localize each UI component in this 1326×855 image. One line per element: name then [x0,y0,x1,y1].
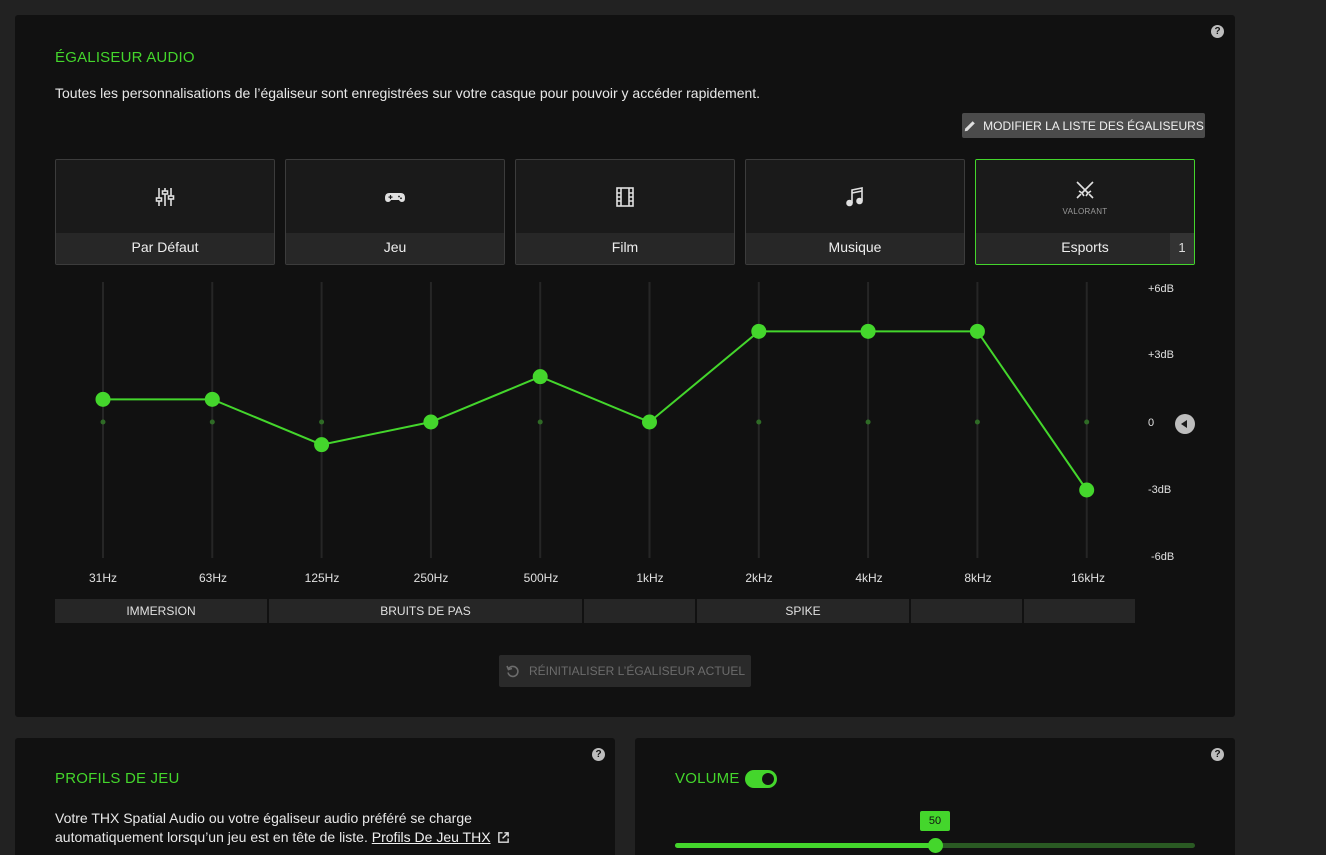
eq-zero-marker [974,419,980,425]
game-profiles-text: Votre THX Spatial Audio ou votre égalise… [55,809,510,847]
external-link-icon[interactable] [497,831,510,844]
preset-label: Esports [976,233,1194,264]
volume-panel [635,738,1235,855]
range-band-immersion: IMMERSION [55,599,267,623]
edit-equalizer-list-label: MODIFIER LA LISTE DES ÉGALISEURS [983,118,1204,133]
frequency-label: 4kHz [855,571,883,585]
equalizer-title: ÉGALISEUR AUDIO [55,49,195,66]
volume-slider[interactable] [675,838,1195,853]
frequency-label: 250Hz [413,571,449,585]
eq-zero-marker [537,419,543,425]
edit-equalizer-list-button[interactable]: MODIFIER LA LISTE DES ÉGALISEURS [962,113,1205,138]
reset-equalizer-button[interactable]: RÉINITIALISER L’ÉGALISEUR ACTUEL [499,655,751,687]
eq-zero-marker [209,419,215,425]
frequency-label: 8kHz [964,571,992,585]
frequency-label: 1kHz [636,571,664,585]
range-band [584,599,695,623]
db-label: -3dB [1148,484,1172,496]
eq-curve [103,330,1088,491]
equalizer-help-icon[interactable]: ? [1211,25,1224,38]
game-profiles-help-icon[interactable]: ? [592,748,605,761]
thx-game-profiles-link[interactable]: Profils De Jeu THX [371,829,491,845]
pencil-icon [964,120,975,131]
preset-sublabel: VALORANT [1062,206,1108,216]
eq-handle-125hz[interactable] [314,437,330,453]
eq-zero-marker [1084,419,1090,425]
crossed-swords-icon [1076,180,1094,199]
preset-film[interactable]: Film [515,159,735,265]
reset-equalizer-label: RÉINITIALISER L’ÉGALISEUR ACTUEL [528,664,746,678]
preset-jeu[interactable]: Jeu [285,159,505,265]
game-profiles-title: PROFILS DE JEU [55,770,180,787]
eq-handle-250hz[interactable] [423,414,439,430]
volume-slider-fill [675,843,935,848]
db-label: +6dB [1148,283,1174,295]
preset-musique[interactable]: Musique [745,159,965,265]
eq-zero-marker [865,419,871,425]
eq-zero-marker [100,419,106,425]
eq-handle-31hz[interactable] [95,391,111,407]
game-profiles-text-line1: Votre THX Spatial Audio ou votre égalise… [55,810,472,826]
eq-zero-marker [756,419,762,425]
eq-handle-4khz[interactable] [860,323,876,339]
volume-toggle[interactable] [745,770,777,788]
eq-handle-1khz[interactable] [642,414,657,430]
volume-slider-thumb[interactable] [928,838,943,853]
preset-label: Jeu [286,233,504,264]
frequency-label: 2kHz [745,571,773,585]
music-note-icon [846,187,863,207]
eq-handle-16khz[interactable] [1079,482,1095,498]
eq-handle-63hz[interactable] [204,391,220,407]
reset-icon [506,665,519,678]
gamepad-icon [385,193,405,202]
preset-par-defaut[interactable]: Par Défaut [55,159,275,265]
db-label: 0 [1148,417,1155,429]
game-profiles-panel [15,738,615,855]
range-band [1024,599,1135,623]
collapse-arrow-icon[interactable] [1175,414,1195,434]
preset-label: Par Défaut [56,233,274,264]
range-band-footsteps: BRUITS DE PAS [269,599,582,623]
sliders-icon [155,188,175,206]
preset-badge: 1 [1170,233,1194,264]
eq-handle-500hz[interactable] [532,369,548,385]
volume-title: VOLUME [675,770,740,787]
equalizer-graph[interactable] [55,278,1135,568]
eq-handle-8khz[interactable] [969,323,985,339]
frequency-label: 31Hz [88,571,117,585]
frequency-label: 63Hz [198,571,227,585]
game-profiles-text-line2: automatiquement lorsqu’un jeu est en têt… [55,829,368,845]
db-label: -6dB [1151,551,1175,563]
film-icon [616,187,634,207]
preset-esports[interactable]: VALORANT Esports 1 [975,159,1195,265]
frequency-label: 500Hz [523,571,559,585]
frequency-label: 16kHz [1070,571,1105,585]
volume-help-icon[interactable]: ? [1211,748,1224,761]
frequency-label: 125Hz [304,571,340,585]
preset-label: Musique [746,233,964,264]
volume-value-badge: 50 [920,811,950,831]
preset-label: Film [516,233,734,264]
db-label: +3dB [1148,349,1174,361]
range-band-spike: SPIKE [697,599,909,623]
equalizer-description: Toutes les personnalisations de l’égalis… [55,85,761,101]
range-band [911,599,1022,623]
eq-handle-2khz[interactable] [751,323,767,339]
eq-zero-marker [319,419,325,425]
